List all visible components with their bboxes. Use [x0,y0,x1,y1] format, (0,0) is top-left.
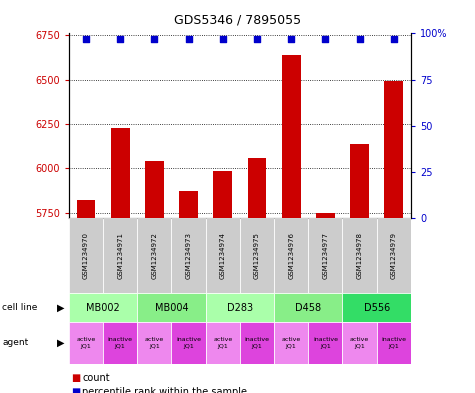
Bar [350,143,369,393]
Text: GSM1234976: GSM1234976 [288,232,294,279]
Text: ■: ■ [71,387,80,393]
Text: inactive
JQ1: inactive JQ1 [245,337,269,349]
Text: inactive
JQ1: inactive JQ1 [313,337,338,349]
Text: GDS5346 / 7895055: GDS5346 / 7895055 [174,14,301,27]
Text: active
JQ1: active JQ1 [145,337,164,349]
Text: active
JQ1: active JQ1 [76,337,95,349]
Text: count: count [82,373,110,384]
Text: inactive
JQ1: inactive JQ1 [176,337,201,349]
Point [82,36,90,42]
Text: D283: D283 [227,303,253,312]
Point [185,36,192,42]
Text: GSM1234972: GSM1234972 [152,232,157,279]
Bar [76,200,95,393]
Text: ▶: ▶ [57,303,64,312]
Bar [316,213,335,393]
Text: active
JQ1: active JQ1 [350,337,369,349]
Text: MB004: MB004 [155,303,188,312]
Bar [179,191,198,393]
Point [356,36,363,42]
Text: MB002: MB002 [86,303,120,312]
Text: agent: agent [2,338,28,347]
Text: active
JQ1: active JQ1 [282,337,301,349]
Text: GSM1234975: GSM1234975 [254,232,260,279]
Text: GSM1234977: GSM1234977 [323,232,328,279]
Text: GSM1234978: GSM1234978 [357,232,362,279]
Text: ■: ■ [71,373,80,384]
Text: percentile rank within the sample: percentile rank within the sample [82,387,247,393]
Text: GSM1234970: GSM1234970 [83,232,89,279]
Text: GSM1234973: GSM1234973 [186,232,191,279]
Point [390,36,398,42]
Bar [247,158,266,393]
Text: ▶: ▶ [57,338,64,348]
Text: inactive
JQ1: inactive JQ1 [381,337,406,349]
Text: GSM1234974: GSM1234974 [220,232,226,279]
Bar [111,128,130,393]
Bar [282,55,301,393]
Text: inactive
JQ1: inactive JQ1 [108,337,133,349]
Point [287,36,295,42]
Point [116,36,124,42]
Text: active
JQ1: active JQ1 [213,337,232,349]
Bar [384,81,403,393]
Point [219,36,227,42]
Bar [145,161,164,393]
Point [151,36,158,42]
Bar [213,171,232,393]
Point [253,36,261,42]
Point [322,36,329,42]
Text: D458: D458 [295,303,321,312]
Text: D556: D556 [363,303,390,312]
Text: GSM1234979: GSM1234979 [391,232,397,279]
Text: cell line: cell line [2,303,38,312]
Text: GSM1234971: GSM1234971 [117,232,123,279]
